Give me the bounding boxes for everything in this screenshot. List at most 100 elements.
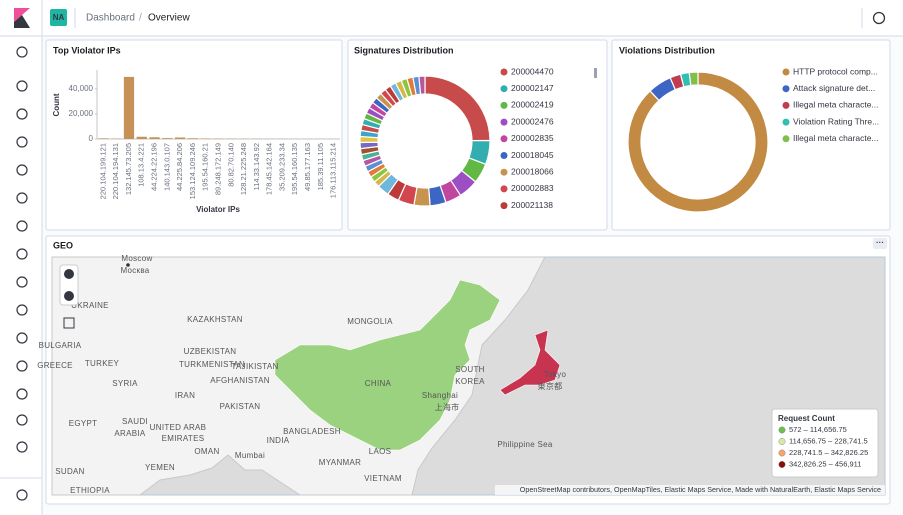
nav-icon[interactable]: [16, 332, 28, 344]
nav-icon[interactable]: [16, 489, 28, 501]
map-label: Москва: [120, 266, 149, 275]
legend-label: 200002419: [511, 100, 554, 110]
nav-icons: [16, 46, 28, 501]
legend-swatch: [782, 68, 790, 76]
map-label: MONGOLIA: [347, 317, 393, 326]
avatar-badge[interactable]: [50, 9, 67, 26]
panel-title: Top Violator IPs: [53, 45, 121, 55]
map-labels: Moscow Москва UKRAINE KAZAKHSTAN MONGOLIA BUL…: [37, 254, 566, 495]
map-label: 東京都: [538, 381, 563, 391]
map-label: TURKMENISTAN: [179, 360, 245, 369]
slice: [418, 75, 426, 95]
legend-swatch: [778, 426, 786, 434]
map-label: ARABIA: [114, 429, 146, 438]
nav-icon[interactable]: [16, 192, 28, 204]
legend-swatch: [500, 118, 508, 126]
legend-swatch: [500, 168, 508, 176]
region-china[interactable]: [274, 279, 501, 451]
nav-icon[interactable]: [16, 360, 28, 372]
region-japan[interactable]: [499, 329, 561, 396]
x-tick-label: 35.209.233.34: [277, 143, 286, 191]
nav-icon[interactable]: [16, 388, 28, 400]
legend-label: 200002147: [511, 83, 554, 93]
nav-icon[interactable]: [16, 276, 28, 288]
panel: [45, 39, 343, 231]
map-label: SYRIA: [112, 379, 138, 388]
nav-icon[interactable]: [16, 414, 28, 426]
panel-title: Signatures Distribution: [354, 45, 454, 55]
x-tick-label: 220.104.194.131: [111, 143, 120, 199]
x-tick-label: 44.225.84.206: [175, 143, 184, 191]
legend-label: 200002835: [511, 133, 554, 143]
map-label: EGYPT: [69, 419, 98, 428]
x-tick-label: 195.54.160.135: [290, 143, 299, 195]
city-dot: [126, 263, 130, 267]
map-label: MYANMAR: [319, 458, 361, 467]
nav-icon[interactable]: [16, 220, 28, 232]
panel-title: GEO: [53, 240, 73, 250]
map-label: Mumbai: [235, 451, 265, 460]
bar: [162, 138, 173, 139]
slice: [688, 71, 699, 87]
x-tick-label: 153.124.109.246: [188, 143, 197, 199]
breadcrumb[interactable]: Dashboard: [86, 13, 135, 24]
legend-label: 200004470: [511, 66, 554, 76]
legend-swatch: [782, 118, 790, 126]
nav-icon[interactable]: [16, 136, 28, 148]
panel-menu[interactable]: [873, 238, 887, 249]
map: Moscow Москва UKRAINE KAZAKHSTAN MONGOLIA BUL…: [37, 254, 886, 496]
map-label: BULGARIA: [39, 341, 82, 350]
map-label: Tokyo: [544, 370, 567, 379]
x-tick-label: 128.21.225.248: [239, 143, 248, 195]
scrollbar[interactable]: [594, 68, 597, 78]
nav-icon[interactable]: [16, 80, 28, 92]
y-tick-label: 20,000: [69, 109, 94, 118]
draw-tool[interactable]: [63, 317, 75, 329]
map-label: SOUTH: [455, 365, 485, 374]
legend-label: 342,826.25 – 456,911: [789, 459, 861, 468]
y-tick-label: 0: [89, 134, 94, 143]
legend-label: 572 – 114,656.75: [789, 425, 847, 434]
map-label: UKRAINE: [71, 301, 109, 310]
legend-label: Illegal meta characte...: [793, 100, 879, 110]
y-axis-label: Count: [52, 93, 61, 116]
nav-icon[interactable]: [16, 46, 28, 58]
breadcrumb-separator: /: [139, 13, 142, 24]
map-label: BANGLADESH: [283, 427, 341, 436]
nav-icon[interactable]: [16, 108, 28, 120]
zoom-in[interactable]: [64, 269, 74, 279]
logo-part: [14, 15, 30, 28]
slice: [627, 71, 769, 213]
map-label: Philippine Sea: [497, 440, 553, 449]
panel-title: Violations Distribution: [619, 45, 715, 55]
bar: [149, 137, 160, 139]
map-label: SUDAN: [55, 467, 85, 476]
x-tick-label: 176.113.115.214: [329, 143, 338, 198]
legend-swatch: [782, 101, 790, 109]
x-axis-label: Violator IPs: [196, 205, 240, 214]
x-tick-label: 140.143.0.107: [162, 143, 171, 191]
x-tick-label: 185.39.11.105: [316, 143, 325, 190]
panel-menu-dots: ···: [876, 238, 884, 247]
legend-label: 200021138: [511, 200, 553, 210]
sidebar: [0, 37, 42, 515]
legend-label: 200018045: [511, 150, 554, 160]
nav-icon[interactable]: [16, 441, 28, 453]
x-tick-label: 80.82.70.140: [226, 143, 235, 187]
nav-icon[interactable]: [16, 248, 28, 260]
map-label: IRAN: [175, 391, 195, 400]
map-label: UNITED ARAB: [150, 423, 207, 432]
map-label: VIETNAM: [364, 474, 402, 483]
bar: [98, 138, 109, 139]
legend-swatch: [782, 85, 790, 93]
map-label: LAOS: [369, 447, 392, 456]
map-label: INDIA: [267, 436, 290, 445]
nav-icon[interactable]: [16, 164, 28, 176]
help-icon[interactable]: [872, 11, 886, 25]
zoom-out[interactable]: [64, 291, 74, 301]
x-tick-label: 220.104.199.121: [98, 143, 107, 199]
nav-icon[interactable]: [16, 304, 28, 316]
map-label: ETHIOPIA: [70, 486, 110, 495]
map-label: Moscow: [121, 254, 152, 263]
